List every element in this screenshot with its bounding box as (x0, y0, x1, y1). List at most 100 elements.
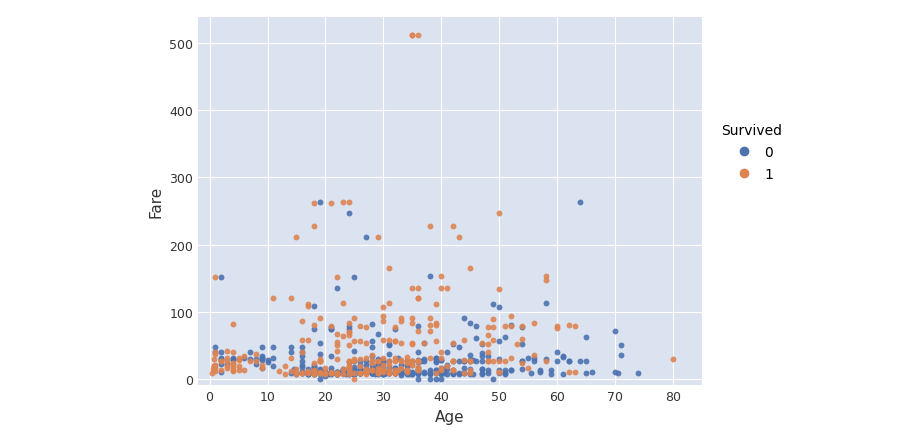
0 (579, 370, 593, 377)
0 (312, 199, 327, 206)
0 (515, 366, 529, 373)
1 (526, 320, 541, 327)
1 (371, 358, 385, 365)
0 (414, 358, 428, 365)
0 (336, 369, 350, 376)
1 (411, 357, 426, 364)
1 (312, 314, 327, 321)
0 (284, 370, 298, 377)
1 (434, 272, 448, 279)
1 (411, 364, 426, 371)
0 (312, 351, 327, 358)
0 (371, 370, 385, 377)
1 (312, 358, 327, 365)
0 (405, 370, 419, 377)
0 (307, 326, 321, 333)
0 (364, 353, 379, 360)
1 (364, 367, 379, 374)
1 (405, 315, 419, 322)
1 (341, 329, 356, 336)
1 (405, 362, 419, 369)
0 (214, 356, 229, 363)
1 (336, 300, 350, 307)
1 (504, 355, 518, 362)
1 (405, 340, 419, 347)
0 (364, 370, 379, 377)
1 (347, 338, 362, 345)
1 (411, 358, 426, 365)
1 (492, 286, 507, 293)
0 (347, 370, 362, 377)
0 (428, 359, 443, 366)
1 (295, 349, 310, 356)
0 (556, 353, 571, 360)
0 (248, 356, 263, 363)
0 (341, 364, 356, 371)
0 (371, 371, 385, 378)
1 (562, 368, 576, 375)
1 (284, 355, 298, 362)
0 (312, 367, 327, 374)
0 (411, 367, 426, 374)
0 (457, 358, 472, 365)
0 (486, 301, 500, 308)
1 (400, 360, 414, 367)
1 (481, 357, 495, 364)
0 (359, 370, 374, 377)
1 (400, 353, 414, 360)
0 (538, 300, 553, 307)
0 (347, 370, 362, 377)
0 (307, 367, 321, 374)
1 (550, 322, 564, 329)
0 (307, 366, 321, 373)
0 (382, 350, 396, 357)
1 (464, 370, 478, 377)
0 (400, 366, 414, 373)
1 (382, 370, 396, 377)
0 (329, 371, 344, 378)
0 (393, 367, 408, 374)
0 (538, 355, 553, 362)
0 (255, 352, 269, 359)
0 (376, 371, 391, 378)
0 (336, 365, 350, 372)
1 (364, 358, 379, 365)
0 (393, 370, 408, 377)
1 (446, 223, 460, 230)
0 (492, 367, 507, 374)
1 (382, 367, 396, 374)
0 (301, 369, 315, 376)
1 (481, 332, 495, 339)
0 (428, 358, 443, 365)
0 (452, 358, 466, 365)
1 (312, 355, 327, 362)
0 (260, 357, 274, 364)
1 (319, 371, 333, 378)
1 (376, 367, 391, 374)
1 (207, 362, 221, 369)
0 (422, 367, 436, 374)
0 (329, 369, 344, 376)
0 (469, 358, 483, 365)
0 (329, 371, 344, 378)
1 (220, 358, 234, 365)
1 (446, 367, 460, 374)
0 (382, 370, 396, 377)
1 (486, 337, 500, 344)
1 (347, 358, 362, 365)
1 (400, 368, 414, 375)
1 (434, 349, 448, 356)
1 (214, 367, 229, 374)
1 (329, 371, 344, 378)
1 (307, 223, 321, 230)
0 (364, 366, 379, 373)
1 (359, 370, 374, 377)
0 (371, 355, 385, 362)
0 (376, 370, 391, 377)
0 (434, 365, 448, 372)
0 (492, 304, 507, 311)
1 (312, 358, 327, 365)
1 (347, 375, 362, 382)
0 (474, 358, 489, 365)
0 (379, 370, 393, 377)
